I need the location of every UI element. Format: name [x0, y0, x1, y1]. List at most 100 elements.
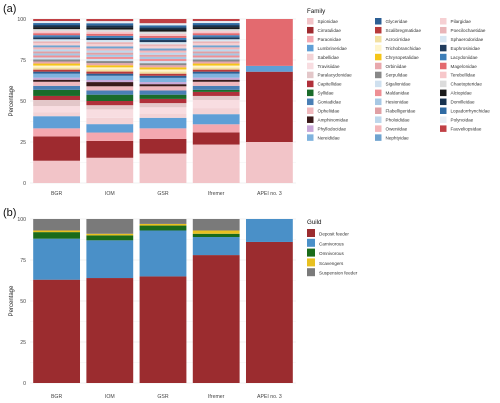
legend-swatch	[307, 62, 314, 70]
bar-segment	[192, 63, 240, 66]
bar-segment	[33, 128, 81, 137]
legend-swatch	[375, 62, 382, 70]
y-axis-title: Percentage	[9, 85, 15, 116]
bar-segment	[139, 82, 187, 85]
bar-segment	[192, 31, 240, 34]
bar-segment	[192, 144, 240, 183]
bar-segment	[192, 39, 240, 42]
bar-segment	[192, 25, 240, 28]
panel-label: (b)	[3, 207, 16, 219]
bar-segment	[86, 19, 134, 22]
legend-label: Serpulidae	[386, 73, 408, 78]
bar-segment	[139, 71, 187, 74]
bar-segment	[192, 37, 240, 40]
bar-segment	[86, 90, 134, 95]
bar-segment	[192, 33, 240, 36]
legend-swatch	[375, 44, 382, 52]
bar-segment	[33, 95, 81, 100]
bar-segment	[139, 77, 187, 83]
bar-segment	[139, 48, 187, 51]
legend-swatch	[307, 134, 314, 141]
bar-segment	[86, 67, 134, 70]
bar-segment	[86, 73, 134, 76]
bar-segment	[33, 53, 81, 56]
bar-segment	[139, 73, 187, 76]
legend-item: Spionidae	[307, 18, 338, 25]
bar-segment	[33, 116, 81, 129]
bar-segment	[139, 219, 187, 224]
legend-label: Alciopidae	[451, 91, 473, 96]
bar-segment	[139, 33, 187, 36]
bar-segment	[139, 63, 187, 66]
legend-label: Cirratulidae	[318, 28, 342, 33]
bar-segment	[192, 51, 240, 54]
legend-item: Chaetopteridae	[440, 80, 482, 88]
legend-label: Euphrosinidae	[451, 46, 481, 51]
y-tick-label: 100	[17, 217, 26, 223]
bar-segment	[139, 138, 187, 154]
bar-segment	[192, 35, 240, 38]
legend-swatch	[375, 53, 382, 61]
legend-label: Fauveliopsidae	[451, 126, 482, 131]
legend-label: Amphinomidae	[318, 117, 349, 122]
bar-segment	[86, 58, 134, 62]
y-tick-label: 50	[20, 299, 26, 305]
x-tick-label: APEI no. 3	[257, 191, 282, 197]
legend-item: Magelonidae	[440, 62, 478, 70]
bar-segment	[192, 27, 240, 30]
legend-swatch	[307, 229, 315, 237]
y-tick-label: 25	[20, 340, 26, 346]
legend-swatch	[307, 116, 314, 123]
bar-segment	[192, 57, 240, 60]
bar-segment	[86, 42, 134, 45]
legend-item: Opheliidae	[307, 107, 340, 114]
bar-segment	[139, 58, 187, 62]
bar-segment	[86, 50, 134, 53]
legend-label: Syllidae	[318, 91, 335, 96]
bar-segment	[86, 46, 134, 49]
legend-item: Maldanidae	[375, 89, 410, 97]
bar-segment	[33, 27, 81, 30]
legend-swatch	[307, 248, 315, 257]
y-tick-label: 75	[20, 58, 26, 64]
legend-item: Pilargidae	[440, 18, 471, 25]
y-axis-title: Percentage	[9, 285, 15, 316]
legend-item: Serpulidae	[375, 71, 408, 79]
legend-item: Alciopidae	[440, 89, 473, 97]
legend-label: Lacydoniidae	[451, 55, 479, 60]
bar-segment	[192, 21, 240, 24]
legend-swatch	[440, 116, 447, 123]
legend-item: Deposit feeder	[307, 229, 349, 237]
bar-segment	[86, 240, 134, 279]
legend-swatch	[440, 18, 447, 25]
legend-label: Pilargidae	[451, 19, 472, 24]
legend-label: Poecilochaetidae	[451, 28, 486, 33]
panel-label: (a)	[3, 3, 16, 15]
legend-item: Hesionidae	[375, 98, 409, 106]
bar-segment	[33, 230, 81, 233]
bar-segment	[139, 276, 187, 383]
bar-segment	[192, 71, 240, 74]
bar-segment	[86, 54, 134, 57]
legend-item: Acrocirridae	[375, 35, 411, 43]
legend-item: Fauveliopsidae	[440, 125, 482, 132]
bar-segment	[33, 51, 81, 54]
bar-segment	[86, 31, 134, 34]
legend-label: Phyllodocidae	[318, 126, 347, 131]
bar-segment	[33, 37, 81, 40]
legend-item: Sphaerodoridae	[440, 35, 484, 43]
legend-label: Trichobranchidae	[386, 46, 422, 51]
legend-swatch	[375, 35, 382, 43]
legend-label: Travisiidae	[318, 64, 340, 69]
legend-swatch	[375, 134, 382, 141]
legend-item: Glyceridae	[375, 18, 408, 25]
legend-swatch	[440, 80, 447, 88]
bar-segment	[139, 113, 187, 118]
legend-label: Spionidae	[318, 19, 339, 24]
legend-item: Amphinomidae	[307, 116, 349, 123]
bar-stack-ifremer	[192, 19, 240, 183]
legend-label: Acrocirridae	[386, 37, 411, 42]
bar-segment	[33, 77, 81, 80]
legend-label: Magelonidae	[451, 64, 478, 69]
bar-segment	[33, 49, 81, 52]
